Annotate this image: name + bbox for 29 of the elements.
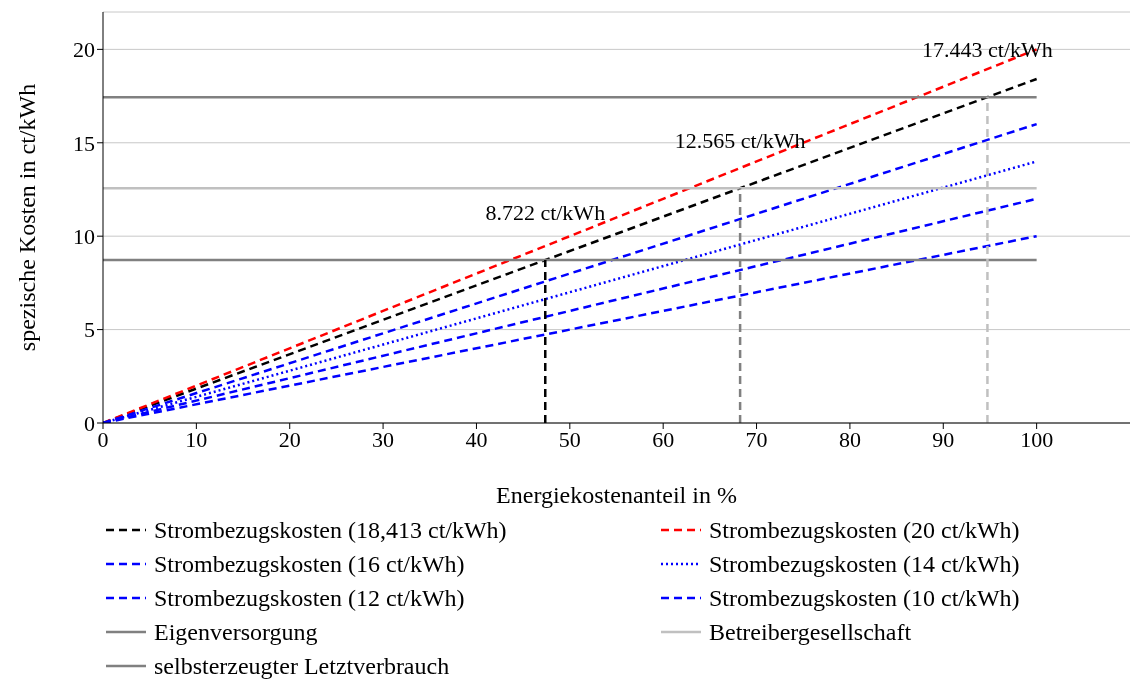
- legend-label: Strombezugskosten (14 ct/kWh): [709, 550, 1020, 578]
- x-tick-label: 60: [652, 426, 675, 452]
- legend-label: Strombezugskosten (18,413 ct/kWh): [154, 516, 507, 544]
- x-axis-title: Energiekostenanteil in %: [496, 482, 737, 508]
- x-tick-label: 80: [838, 426, 861, 452]
- x-tick-label: 30: [372, 426, 395, 452]
- y-axis-title: spezische Kosten in ct/kWh: [13, 83, 40, 352]
- y-tick-label: 10: [73, 223, 95, 249]
- x-tick-label: 100: [1020, 426, 1054, 452]
- x-tick-label: 90: [932, 426, 955, 452]
- annotation: 12.565 ct/kWh: [674, 128, 806, 154]
- legend-label: Strombezugskosten (20 ct/kWh): [709, 516, 1020, 544]
- annotation: 17.443 ct/kWh: [922, 37, 1053, 63]
- y-tick-label: 15: [73, 130, 95, 156]
- x-tick-label: 20: [278, 426, 301, 452]
- x-tick-label: 70: [745, 426, 768, 452]
- y-tick-label: 0: [84, 410, 95, 436]
- legend-label: Strombezugskosten (12 ct/kWh): [154, 584, 465, 612]
- annotation: 8.722 ct/kWh: [485, 200, 606, 226]
- legend-label: Strombezugskosten (16 ct/kWh): [154, 550, 465, 578]
- legend-label: selbsterzeugter Letztverbrauch: [154, 652, 450, 680]
- x-tick-label: 40: [465, 426, 488, 452]
- legend-label: Eigenversorgung: [154, 618, 318, 646]
- legend-label: Strombezugskosten (10 ct/kWh): [709, 584, 1020, 612]
- x-tick-label: 50: [558, 426, 581, 452]
- x-tick-label: 10: [185, 426, 208, 452]
- legend-label: Betreibergesellschaft: [709, 618, 912, 646]
- y-tick-label: 20: [73, 37, 95, 63]
- y-tick-label: 5: [84, 317, 95, 343]
